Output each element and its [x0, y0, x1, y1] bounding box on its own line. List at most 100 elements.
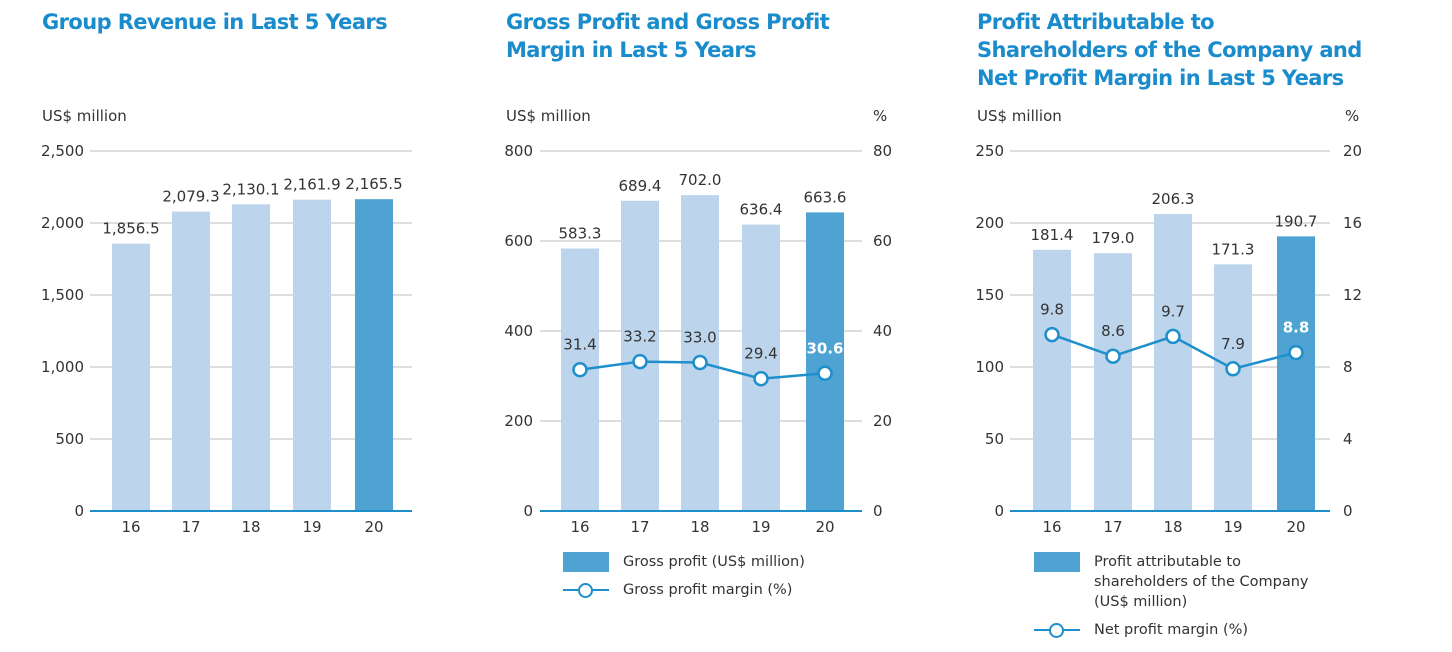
y2-tick-label: 20 [873, 412, 892, 430]
y2-tick-label: 60 [873, 232, 892, 250]
x-tick-label: 19 [302, 518, 321, 536]
y-tick-label: 2,000 [41, 214, 84, 232]
line-point [1105, 348, 1121, 364]
line-value-label: 31.4 [563, 336, 596, 354]
x-tick-label: 17 [181, 518, 200, 536]
x-tick-label: 19 [751, 518, 770, 536]
legend-gross-profit: Gross profit (US$ million) Gross profit … [563, 552, 863, 608]
bar [293, 199, 331, 511]
y2-tick-label: 12 [1343, 286, 1362, 304]
y-tick-label: 0 [74, 502, 84, 520]
bar-value-label: 2,130.1 [222, 180, 279, 198]
bar [112, 243, 150, 511]
legend-label: Gross profit (US$ million) [623, 554, 805, 570]
y-tick-label: 2,500 [41, 142, 84, 160]
bar [1033, 249, 1071, 511]
line-value-label: 30.6 [806, 339, 843, 357]
y-tick-label: 1,500 [41, 286, 84, 304]
y-tick-label: 200 [975, 214, 1004, 232]
chart-title-revenue: Group Revenue in Last 5 Years [42, 10, 388, 34]
y-tick-label: 0 [994, 502, 1004, 520]
bar-value-label: 2,165.5 [345, 175, 402, 193]
bar [355, 199, 393, 511]
bar-value-label: 702.0 [679, 171, 722, 189]
bar-value-label: 689.4 [619, 177, 662, 195]
line-value-label: 9.7 [1161, 302, 1185, 320]
x-tick-label: 16 [570, 518, 589, 536]
x-tick-label: 18 [1163, 518, 1182, 536]
y2-tick-label: 20 [1343, 142, 1362, 160]
y-tick-label: 50 [985, 430, 1004, 448]
x-tick-label: 20 [815, 518, 834, 536]
bar-value-label: 663.6 [804, 188, 847, 206]
line-point [1288, 344, 1304, 361]
y-tick-label: 200 [504, 412, 533, 430]
line-marker-icon [1034, 620, 1080, 640]
legend-item-line: Gross profit margin (%) [563, 580, 863, 600]
y2-axis-title: % [1345, 107, 1359, 125]
legend-label: Gross profit margin (%) [623, 582, 793, 598]
y-axis-title: US$ million [506, 107, 591, 125]
line-value-label: 7.9 [1221, 335, 1245, 353]
x-tick-label: 18 [690, 518, 709, 536]
bar-value-label: 181.4 [1031, 226, 1074, 244]
y-tick-label: 500 [55, 430, 84, 448]
line-point [1044, 326, 1060, 343]
bar-swatch-icon [563, 552, 609, 572]
legend-label: Profit attributable to shareholders of t… [1094, 554, 1309, 610]
y2-tick-label: 8 [1343, 358, 1353, 376]
x-tick-label: 18 [241, 518, 260, 536]
line-point [817, 365, 833, 382]
line-point [572, 361, 588, 378]
y-tick-label: 800 [504, 142, 533, 160]
bar [561, 248, 599, 511]
bar-value-label: 206.3 [1152, 190, 1195, 208]
line-point [1165, 328, 1181, 345]
bar [172, 211, 210, 511]
y-tick-label: 400 [504, 322, 533, 340]
y2-axis-title: % [873, 107, 887, 125]
y-axis-title: US$ million [42, 107, 127, 125]
legend-item-bars: Gross profit (US$ million) [563, 552, 863, 572]
bar-value-label: 179.0 [1092, 229, 1135, 247]
bar [1094, 253, 1132, 512]
legend-item-bars: Profit attributable to shareholders of t… [1034, 552, 1334, 612]
line-value-label: 8.8 [1283, 319, 1310, 337]
line-marker-icon [563, 580, 609, 600]
legend-item-line: Net profit margin (%) [1034, 620, 1334, 640]
chart-title-net-profit: Profit Attributable to Shareholders of t… [977, 10, 1362, 90]
y-axis-title: US$ million [977, 107, 1062, 125]
bar [806, 212, 844, 511]
legend-net-profit: Profit attributable to shareholders of t… [1034, 552, 1334, 648]
bar [1277, 236, 1315, 511]
line-value-label: 29.4 [744, 345, 777, 363]
line-point [753, 370, 769, 387]
x-tick-label: 16 [121, 518, 140, 536]
y2-tick-label: 16 [1343, 214, 1362, 232]
bar-value-label: 190.7 [1275, 212, 1318, 230]
line-value-label: 33.0 [683, 329, 716, 347]
bar-value-label: 636.4 [740, 201, 783, 219]
y2-tick-label: 0 [873, 502, 883, 520]
line-value-label: 9.8 [1040, 301, 1064, 319]
bar-value-label: 583.3 [559, 225, 602, 243]
x-tick-label: 17 [630, 518, 649, 536]
line-point [692, 354, 708, 371]
y-tick-label: 1,000 [41, 358, 84, 376]
bar-swatch-icon [1034, 552, 1080, 572]
line-value-label: 33.2 [623, 328, 656, 346]
bar [1154, 213, 1192, 512]
bar [742, 224, 780, 511]
y-tick-label: 0 [523, 502, 533, 520]
y-tick-label: 600 [504, 232, 533, 250]
x-tick-label: 17 [1103, 518, 1122, 536]
y2-tick-label: 80 [873, 142, 892, 160]
legend-label: Net profit margin (%) [1094, 622, 1249, 638]
bar [232, 204, 270, 511]
x-tick-label: 20 [364, 518, 383, 536]
y-tick-label: 150 [975, 286, 1004, 304]
x-tick-label: 16 [1042, 518, 1061, 536]
bar-value-label: 2,079.3 [162, 188, 219, 206]
y2-tick-label: 40 [873, 322, 892, 340]
